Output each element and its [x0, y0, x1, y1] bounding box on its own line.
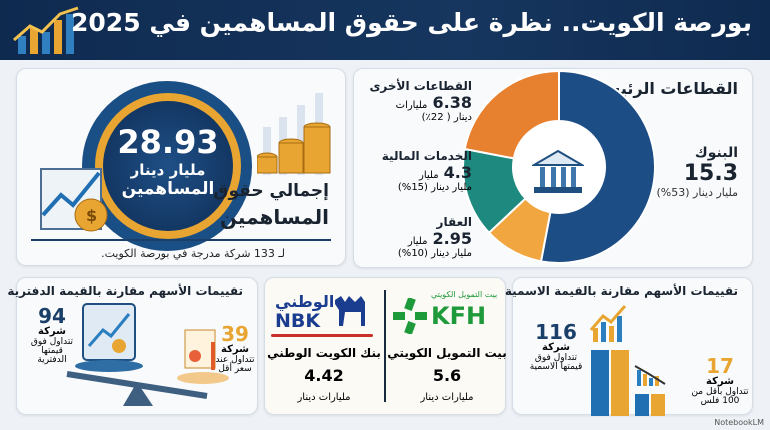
total-badge: 28.93 مليار دينار المساهمين: [103, 101, 233, 231]
book-above-word: شركة: [38, 326, 66, 337]
total-heading-2: المساهمين: [219, 205, 329, 229]
financial-unit: مليار: [419, 170, 439, 181]
nominal-below-word: شركة: [706, 376, 734, 387]
realestate-unit: مليار: [407, 236, 428, 247]
book-below-word: شركة: [221, 344, 249, 355]
book-above: 94 شركة تتداول فوق قيمتها الدفترية: [27, 306, 77, 366]
top-banks-panel: الوطني NBK بنك الكويت الوطني 4.42 مليارا…: [264, 277, 507, 416]
divider: [31, 239, 331, 241]
book-below: 39 شركة تتداول عند سعر أقل: [213, 324, 257, 374]
sectors-panel: القطاعات الرئيسية البنوك 15.3 مليار دينا…: [353, 68, 753, 268]
kfh-unit: مليارات دينار: [420, 392, 474, 403]
realestate-detail: مليار دينار (10%): [397, 248, 472, 259]
financial-name: الخدمات المالية: [381, 149, 472, 163]
banks-detail: مليار دينار (53%): [656, 186, 739, 199]
nominal-below-desc1: تتداول بأقل من: [691, 386, 749, 397]
kfh-value: 5.6: [432, 366, 462, 385]
nbk-logo-ar: الوطني: [275, 292, 335, 311]
bank-building-icon: [532, 149, 584, 193]
total-note: لـ 133 شركة مدرجة في بورصة الكويت.: [101, 247, 285, 260]
nominal-above-word: شركة: [542, 342, 570, 353]
nominal-above: 116 شركة تتداول فوق قيمتها الاسمية: [521, 322, 591, 372]
nbk-column: الوطني NBK بنك الكويت الوطني 4.42 مليارا…: [265, 278, 383, 416]
book-above-desc3: الدفترية: [37, 355, 67, 366]
balance-scale-icon: [66, 303, 229, 406]
kfh-logo-en: KFH: [431, 302, 487, 330]
others-detail: دينار ( 22٪): [421, 112, 472, 123]
banks-value: 15.3: [683, 161, 738, 186]
kfh-emblem-icon: [393, 298, 427, 334]
nbk-name: بنك الكويت الوطني: [267, 346, 381, 360]
book-value-panel: تقييمات الأسهم مقارنة بالقيمة الدفترية 9…: [7, 277, 258, 415]
camel-icon: [335, 296, 365, 326]
nominal-above-desc2: قيمتها الاسمية: [529, 361, 583, 372]
book-below-desc1: تتداول عند: [215, 354, 255, 365]
nbk-value: 4.42: [304, 366, 344, 385]
financial-detail: مليار دينار (15%): [397, 182, 472, 193]
sectors-title: القطاعات الرئيسية: [588, 79, 738, 98]
nominal-below-desc2: 100 فلس: [700, 395, 740, 406]
book-above-count: 94: [38, 304, 66, 328]
total-unit: مليار دينار: [130, 161, 206, 179]
label-realestate: العقار 2.95 مليار مليار دينار (10%): [360, 215, 472, 259]
total-circle-label: المساهمين: [121, 179, 215, 199]
coin-stacks-icon: [257, 93, 331, 175]
nominal-below: 17 شركة تتداول بأقل من 100 فلس: [689, 356, 751, 406]
page-title: بورصة الكويت.. نظرة على حقوق المساهمين ف…: [71, 8, 752, 37]
growth-chart-icon: [13, 6, 79, 54]
divider: [384, 290, 386, 402]
bar-growth-icon: [589, 305, 666, 416]
book-title: تقييمات الأسهم مقارنة بالقيمة الدفترية: [7, 284, 243, 298]
book-below-desc2: سعر أقل: [218, 363, 252, 374]
realestate-name: العقار: [436, 215, 472, 229]
watermark: NotebookLM: [714, 418, 764, 427]
financial-value: 4.3: [443, 163, 472, 182]
nominal-below-count: 17: [706, 354, 734, 378]
book-above-desc2: قيمتها: [41, 345, 63, 356]
nominal-title: تقييمات الأسهم مقارنة بالقيمة الاسمية: [504, 284, 738, 298]
realestate-value: 2.95: [432, 229, 472, 248]
nbk-swoosh: [271, 334, 373, 337]
nominal-value-panel: تقييمات الأسهم مقارنة بالقيمة الاسمية 11…: [505, 277, 753, 416]
label-financial: الخدمات المالية 4.3 مليار مليار دينار (1…: [360, 149, 472, 193]
banks-name: البنوك: [694, 145, 738, 161]
nbk-logo-en: NBK: [275, 310, 321, 332]
total-equity-panel: 28.93 مليار دينار المساهمين $ إجمالي حقو…: [16, 68, 346, 266]
svg-text:$: $: [86, 206, 97, 225]
kfh-name: بيت التمويل الكويتي: [387, 346, 507, 360]
nominal-above-count: 116: [535, 320, 577, 344]
document-growth-icon: $: [40, 168, 108, 232]
total-value: 28.93: [117, 123, 219, 161]
book-below-count: 39: [221, 322, 249, 346]
kfh-column: بيت التمويل الكويتي KFH بيت التمويل الكو…: [387, 278, 507, 416]
kfh-logo-ar: بيت التمويل الكويتي: [431, 290, 498, 299]
label-banks: البنوك 15.3 مليار دينار (53%): [657, 145, 739, 199]
nbk-unit: مليارات دينار: [297, 392, 351, 403]
others-name: القطاعات الأخرى: [369, 79, 472, 93]
others-unit: مليارات: [395, 100, 428, 111]
others-value: 6.38: [432, 93, 472, 112]
total-heading-1: إجمالي حقوق: [213, 181, 329, 201]
book-above-desc1: تتداول فوق: [30, 336, 74, 347]
label-others: القطاعات الأخرى 6.38 مليارات دينار ( 22٪…: [360, 79, 472, 123]
header-banner: بورصة الكويت.. نظرة على حقوق المساهمين ف…: [0, 0, 770, 60]
nominal-above-desc1: تتداول فوق: [534, 352, 578, 363]
